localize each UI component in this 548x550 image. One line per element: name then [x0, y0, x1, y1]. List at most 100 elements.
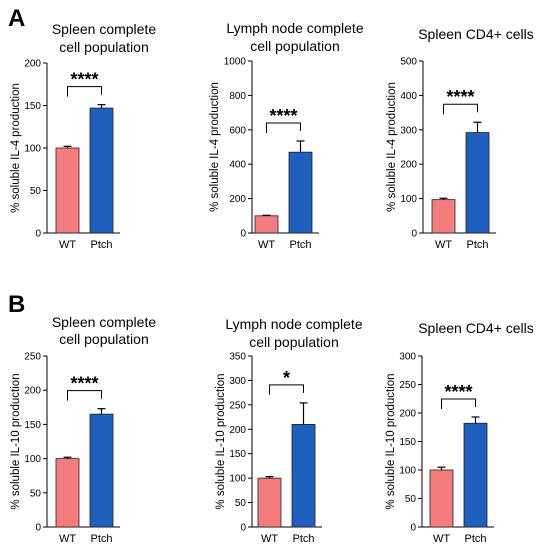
y-tick-label: 0 — [35, 523, 41, 534]
y-tick-label: 0 — [240, 229, 246, 240]
y-tick-label: 0 — [411, 229, 417, 240]
chart-title: Spleen complete — [52, 21, 157, 37]
chart-title: Lymph node complete — [225, 316, 362, 332]
bar-ptch — [89, 413, 114, 528]
category-label: Ptch — [289, 239, 311, 251]
significance-label: **** — [70, 70, 98, 90]
y-tick-label: 400 — [400, 91, 417, 102]
y-tick-label: 50 — [235, 498, 247, 509]
y-tick-label: 600 — [229, 125, 246, 136]
y-tick-label: 50 — [30, 186, 42, 197]
y-axis-label: % soluble IL-4 production — [209, 82, 221, 212]
y-axis-label: % soluble IL-10 production — [215, 373, 227, 509]
y-axis-label: % soluble IL-4 production — [10, 83, 22, 213]
category-label: WT — [433, 533, 450, 545]
y-axis-label: % soluble IL-10 production — [10, 373, 22, 509]
chart-5: Lymph node complete cell population 0 50 100… — [215, 316, 363, 545]
y-tick-label: 200 — [229, 194, 246, 205]
y-tick-label: 800 — [229, 91, 246, 102]
bar-ptch — [465, 132, 490, 234]
significance-label: * — [283, 368, 290, 388]
significance-bracket — [441, 398, 476, 409]
y-tick-label: 200 — [229, 425, 246, 436]
y-tick-label: 100 — [399, 466, 416, 477]
bar-ptch — [288, 151, 313, 234]
y-tick-label: 50 — [30, 488, 42, 499]
bar-ptch — [89, 107, 114, 234]
y-tick-label: 200 — [400, 160, 417, 171]
category-label: WT — [59, 239, 76, 251]
y-tick-label: 0 — [240, 523, 246, 534]
category-label: Ptch — [292, 533, 314, 545]
y-tick-label: 0 — [35, 229, 41, 240]
significance-bracket — [443, 103, 478, 115]
y-tick-label: 200 — [24, 59, 41, 70]
chart-title: cell population — [59, 39, 149, 55]
significance-label: **** — [70, 374, 98, 394]
y-axis-label: % soluble IL-4 production — [386, 82, 398, 212]
chart-title: Spleen CD4+ cells — [418, 26, 534, 42]
y-tick-label: 150 — [399, 437, 416, 448]
bar-wt — [429, 469, 454, 528]
category-label: WT — [59, 533, 76, 545]
significance-label: **** — [446, 87, 474, 107]
y-tick-label: 300 — [400, 125, 417, 136]
bar-wt — [431, 199, 456, 234]
bar-ptch — [463, 422, 488, 528]
y-tick-label: 100 — [229, 474, 246, 485]
y-tick-label: 250 — [24, 352, 41, 363]
y-tick-label: 200 — [399, 409, 416, 420]
chart-2: Lymph node complete cell population 0 200 40… — [209, 20, 364, 251]
y-tick-label: 200 — [24, 386, 41, 397]
bar-wt — [254, 215, 279, 234]
chart-title: Spleen CD4+ cells — [418, 320, 534, 336]
chart-title: cell population — [249, 334, 339, 350]
y-tick-label: 150 — [24, 101, 41, 112]
chart-title: Spleen complete — [52, 314, 157, 330]
y-tick-label: 500 — [400, 57, 417, 68]
chart-6: Spleen CD4+ cells 0 50 100 150 200 250 300% sol… — [385, 320, 534, 545]
significance-bracket — [67, 86, 102, 97]
bar-wt — [55, 458, 80, 528]
panel-letter-b: B — [8, 291, 25, 318]
significance-bracket — [266, 122, 301, 133]
significance-label: **** — [269, 106, 297, 126]
chart-3: Spleen CD4+ cells 0 100 200 300 400 500 % solub… — [386, 26, 534, 251]
y-tick-label: 1000 — [224, 57, 247, 68]
y-tick-label: 150 — [229, 449, 246, 460]
y-tick-label: 0 — [410, 523, 416, 534]
y-tick-label: 300 — [229, 376, 246, 387]
y-tick-label: 100 — [400, 194, 417, 205]
y-tick-label: 150 — [24, 420, 41, 431]
y-tick-label: 300 — [399, 352, 416, 363]
panel-letter-a: A — [8, 5, 25, 32]
y-tick-label: 250 — [399, 380, 416, 391]
y-tick-label: 50 — [405, 494, 417, 505]
bar-ptch — [291, 423, 316, 528]
bar-wt — [55, 147, 80, 234]
chart-title: cell population — [250, 38, 340, 54]
chart-title: cell population — [59, 331, 149, 347]
category-label: WT — [258, 239, 275, 251]
y-tick-label: 350 — [229, 352, 246, 363]
category-label: Ptch — [464, 533, 486, 545]
y-tick-label: 100 — [24, 454, 41, 465]
significance-bracket — [269, 384, 304, 395]
category-label: WT — [435, 239, 452, 251]
category-label: WT — [261, 533, 278, 545]
y-axis-label: % soluble IL-10 production — [385, 373, 397, 509]
y-tick-label: 250 — [229, 400, 246, 411]
significance-label: **** — [444, 382, 472, 402]
category-label: Ptch — [90, 533, 112, 545]
chart-title: Lymph node complete — [226, 20, 363, 36]
category-label: Ptch — [466, 239, 488, 251]
chart-1: Spleen complete cell population 0 50 100 150 2… — [10, 21, 156, 251]
category-label: Ptch — [90, 239, 112, 251]
significance-bracket — [67, 390, 102, 401]
y-tick-label: 400 — [229, 160, 246, 171]
y-tick-label: 100 — [24, 144, 41, 155]
bar-wt — [257, 477, 282, 528]
